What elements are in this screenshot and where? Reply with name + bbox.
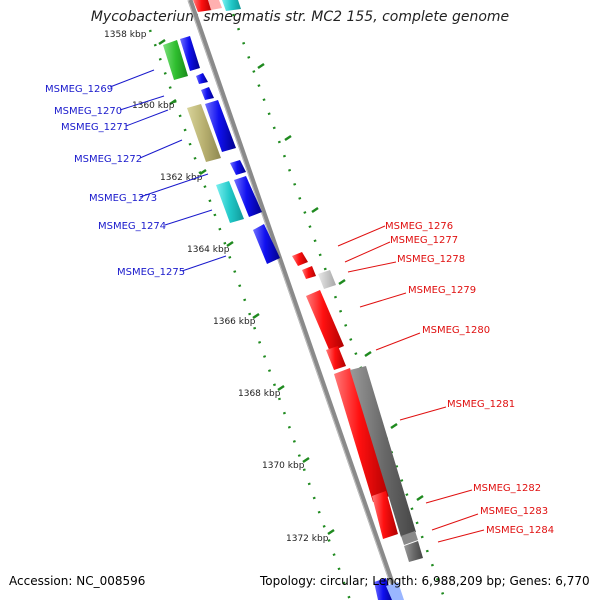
gene-feature-msmeg-1278[interactable]	[318, 270, 336, 289]
label-connector	[164, 209, 213, 226]
gene-feature-partial-red[interactable]	[193, 0, 212, 12]
gene-feature-partial-blue[interactable]	[374, 578, 394, 600]
scale-ruler-right	[226, 0, 447, 600]
label-connector	[431, 513, 479, 531]
gene-feature-msmeg-1274[interactable]	[216, 181, 244, 223]
gene-label-msmeg-1269[interactable]: MSMEG_1269	[45, 84, 113, 95]
gene-feature-msmeg-1269-rna[interactable]	[163, 40, 188, 80]
gene-label-msmeg-1271[interactable]: MSMEG_1271	[61, 122, 129, 133]
gene-feature-msmeg-1270[interactable]	[196, 73, 208, 84]
genome-backbone-highlight	[187, 0, 397, 600]
scale-label: 1362 kbp	[160, 173, 203, 183]
label-connector	[139, 173, 209, 198]
gene-label-msmeg-1278[interactable]: MSMEG_1278	[397, 254, 465, 265]
scale-label: 1366 kbp	[213, 317, 256, 327]
gene-label-msmeg-1270[interactable]: MSMEG_1270	[54, 106, 122, 117]
scale-label: 1364 kbp	[187, 245, 230, 255]
gene-label-msmeg-1273[interactable]: MSMEG_1273	[89, 193, 157, 204]
gene-label-msmeg-1281[interactable]: MSMEG_1281	[447, 399, 515, 410]
scale-tick	[338, 278, 346, 286]
scale-label: 1370 kbp	[262, 461, 305, 471]
label-connector	[359, 292, 407, 308]
label-connector	[125, 109, 169, 127]
label-connector	[344, 241, 391, 263]
scale-tick	[416, 494, 424, 502]
gene-label-msmeg-1274[interactable]: MSMEG_1274	[98, 221, 166, 232]
scale-tick	[158, 38, 166, 46]
gene-feature-msmeg-1275[interactable]	[253, 224, 280, 264]
gene-label-msmeg-1284[interactable]: MSMEG_1284	[486, 525, 554, 536]
label-connector	[181, 255, 227, 272]
gene-label-msmeg-1276[interactable]: MSMEG_1276	[385, 221, 453, 232]
accession-text: Accession: NC_008596	[9, 574, 146, 588]
gene-feature-msmeg-1280[interactable]	[326, 346, 346, 370]
scale-tick	[302, 456, 310, 464]
gene-feature-msmeg-1284[interactable]	[404, 541, 423, 562]
scale-tick	[257, 62, 265, 70]
gene-label-msmeg-1277[interactable]: MSMEG_1277	[390, 235, 458, 246]
scale-tick	[284, 134, 292, 142]
label-connector	[399, 406, 447, 421]
label-connector	[347, 261, 397, 273]
gene-label-msmeg-1272[interactable]: MSMEG_1272	[74, 154, 142, 165]
scale-tick	[327, 528, 335, 536]
gene-feature-msmeg-1279[interactable]	[306, 290, 344, 352]
scale-tick	[390, 422, 398, 430]
scale-tick	[277, 384, 285, 392]
gene-feature-msmeg-1273a[interactable]	[230, 160, 246, 175]
scale-label: 1372 kbp	[286, 534, 329, 544]
scale-tick	[169, 98, 177, 106]
genome-backbone	[187, 0, 401, 600]
gene-feature-msmeg-1271a[interactable]	[201, 87, 214, 100]
gene-feature-msmeg-1271[interactable]	[205, 100, 236, 152]
scale-tick	[226, 240, 234, 248]
gene-feature-msmeg-1281-gray[interactable]	[350, 366, 416, 537]
scale-tick	[311, 206, 319, 214]
gene-label-msmeg-1280[interactable]: MSMEG_1280	[422, 325, 490, 336]
label-connector	[139, 139, 183, 159]
scale-tick	[199, 168, 207, 176]
genome-summary-text: Topology: circular; Length: 6,988,209 bp…	[260, 574, 590, 588]
label-connector	[109, 69, 155, 88]
scale-label: 1368 kbp	[238, 389, 281, 399]
scale-tick	[364, 350, 372, 358]
label-connector	[425, 489, 473, 504]
gene-feature-msmeg-1277[interactable]	[302, 266, 316, 279]
scale-label: 1360 kbp	[132, 101, 175, 111]
gene-label-msmeg-1279[interactable]: MSMEG_1279	[408, 285, 476, 296]
gene-feature-msmeg-1283[interactable]	[401, 531, 418, 545]
label-connector	[337, 225, 386, 247]
gene-feature-msmeg-1273[interactable]	[234, 176, 262, 217]
gene-feature-partial-lightblue[interactable]	[386, 582, 404, 600]
label-connector	[375, 332, 421, 351]
gene-feature-partial-cyan[interactable]	[222, 0, 241, 11]
gene-feature-msmeg-1269[interactable]	[180, 36, 200, 71]
label-connector	[119, 95, 165, 111]
gene-label-msmeg-1282[interactable]: MSMEG_1282	[473, 483, 541, 494]
gene-feature-msmeg-1281[interactable]	[334, 368, 390, 502]
gene-feature-msmeg-1276[interactable]	[292, 252, 308, 266]
gene-feature-msmeg-1282[interactable]	[372, 491, 398, 539]
scale-label: 1358 kbp	[104, 30, 147, 40]
gene-label-msmeg-1275[interactable]: MSMEG_1275	[117, 267, 185, 278]
scale-tick	[252, 312, 260, 320]
gene-feature-partial-pink[interactable]	[208, 0, 222, 10]
gene-label-msmeg-1283[interactable]: MSMEG_1283	[480, 506, 548, 517]
label-connector	[437, 529, 485, 543]
gene-feature-msmeg-1272[interactable]	[187, 104, 221, 162]
